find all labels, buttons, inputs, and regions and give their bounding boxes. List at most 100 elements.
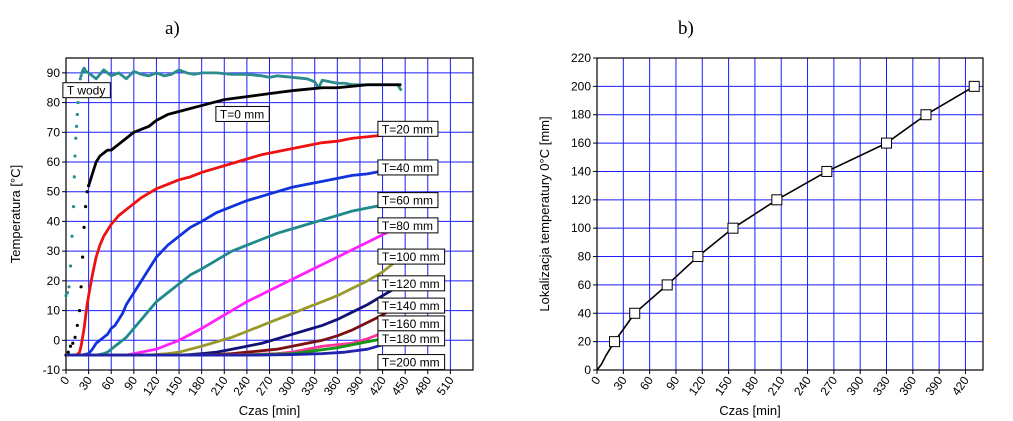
callout-label: T=180 mm <box>377 330 446 347</box>
x-tick-label: 300 <box>844 373 867 398</box>
y-tick-label: 80 <box>47 96 61 110</box>
data-point-t-0-mm <box>75 323 79 328</box>
x-tick-label: 60 <box>637 373 656 392</box>
x-tick-label: 300 <box>276 373 299 398</box>
callout-label: T=100 mm <box>377 248 446 265</box>
series-line-t-20-mm <box>66 132 398 357</box>
data-point-marker <box>727 222 739 234</box>
plot-frame-b <box>596 57 984 371</box>
x-tick-label: 480 <box>411 373 434 398</box>
x-tick-label: 390 <box>343 373 366 398</box>
series-line-t-40-mm <box>66 168 398 357</box>
y-tick-label: -10 <box>43 363 61 377</box>
callout-label: T=80 mm <box>377 217 439 234</box>
y-tick-label: 200 <box>571 79 591 93</box>
callout-box <box>377 354 446 371</box>
callout-label: T wody <box>62 82 111 99</box>
x-tick-label: 330 <box>870 373 893 398</box>
data-point-t-0-mm <box>85 190 89 194</box>
y-tick-label: 80 <box>578 250 592 264</box>
series-line-t-100-mm <box>66 258 399 357</box>
callout-text: T=200 mm <box>382 356 440 370</box>
callout-text: T=60 mm <box>382 194 433 208</box>
x-tick-label: 450 <box>389 373 412 398</box>
data-point-marker <box>629 307 641 319</box>
data-point-t-0-mm <box>66 350 70 354</box>
callout-box <box>215 105 270 122</box>
y-tick-label: 180 <box>571 108 591 122</box>
callout-text: T=120 mm <box>382 277 440 291</box>
x-tick-label: 420 <box>366 373 389 398</box>
callout-label: T=60 mm <box>377 192 439 209</box>
data-point-t-wody <box>70 234 74 238</box>
x-tick-label: 60 <box>99 373 118 392</box>
panel-a-label: a) <box>165 18 180 39</box>
y-tick-label: 160 <box>571 136 591 150</box>
y-tick-label: 20 <box>47 274 61 288</box>
grid-b <box>597 58 983 370</box>
data-point-t-wody <box>73 154 77 158</box>
data-point-marker <box>968 80 980 92</box>
callout-box <box>377 330 446 347</box>
callout-label: T=140 mm <box>377 297 446 314</box>
y-tick-label: 50 <box>47 185 61 199</box>
x-tick-label: 270 <box>253 373 276 398</box>
callout-label: T=120 mm <box>377 275 446 292</box>
x-tick-label: 360 <box>896 373 919 398</box>
callout-text: T=160 mm <box>382 317 440 331</box>
y-tick-label: 120 <box>571 193 591 207</box>
data-point-marker <box>692 251 704 263</box>
data-point-t-0-mm <box>68 344 73 348</box>
y-tick-label: 90 <box>47 66 61 80</box>
data-point-t-wody <box>78 77 82 81</box>
series-line-t-80-mm <box>66 226 399 357</box>
x-axis-title-b: Czas [min] <box>719 403 780 418</box>
data-point-marker <box>920 109 932 121</box>
y-tick-label: 60 <box>47 155 61 169</box>
callout-label: T=160 mm <box>377 315 446 332</box>
callout-text: T=0 mm <box>220 107 264 121</box>
callout-text: T=20 mm <box>382 122 433 136</box>
data-point-marker <box>821 165 833 177</box>
y-tick-label: 220 <box>571 51 591 65</box>
y-tick-label: 140 <box>571 164 591 178</box>
y-tick-label: 70 <box>47 125 61 139</box>
y-tick-label: 60 <box>578 278 592 292</box>
data-point-t-0-mm <box>79 285 83 289</box>
y-tick-label: 30 <box>47 244 61 258</box>
y-tick-label: 20 <box>578 335 592 349</box>
x-tick-label: 150 <box>712 373 735 398</box>
callout-box <box>377 275 446 292</box>
data-point-t-wody <box>74 136 78 140</box>
y-axis-title-b: Lokalizacja temperatury 0°C [mm] <box>537 116 552 311</box>
data-point-t-wody <box>68 264 73 268</box>
y-axis-title-a: Temperatura [°C] <box>8 165 23 263</box>
x-axis-b: 0 30 60 90 120 150 180 210 240 270 300 330 360 390 420 <box>588 370 972 398</box>
callout-text: T=80 mm <box>382 219 433 233</box>
y-axis-a: -10 0 10 20 30 40 50 60 70 80 90 <box>43 66 66 377</box>
callout-box <box>377 217 439 234</box>
x-tick-label: 180 <box>738 373 761 398</box>
data-point-t-0-mm <box>82 225 86 229</box>
data-point-t-wody <box>65 291 70 295</box>
x-tick-label: 510 <box>434 373 457 398</box>
data-point-t-wody <box>64 294 68 298</box>
data-point-t-wody <box>74 124 79 128</box>
y-tick-label: 40 <box>578 306 592 320</box>
y-tick-label: 0 <box>53 333 60 347</box>
y-tick-label: 0 <box>584 363 591 377</box>
callout-box <box>377 297 446 314</box>
x-tick-label: 210 <box>765 373 788 398</box>
x-tick-label: 210 <box>208 373 231 398</box>
annotations-a: T wody T=0 mm T=20 mm T=40 mm T=60 mm T=80 mm… <box>62 82 446 371</box>
x-tick-label: 240 <box>791 373 814 398</box>
x-tick-label: 120 <box>686 373 709 398</box>
callout-label: T=40 mm <box>377 159 439 176</box>
data-point-t-0-mm <box>77 308 82 313</box>
data-point-marker <box>881 137 892 149</box>
callout-text: T=40 mm <box>382 161 433 175</box>
data-point-t-0-mm <box>71 341 75 345</box>
data-point-marker <box>771 194 783 206</box>
